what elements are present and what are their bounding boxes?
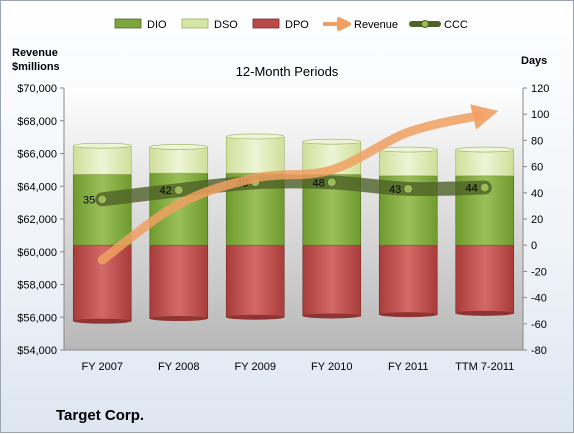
ccc-data-label: 44 xyxy=(466,183,478,195)
right-tick-label: 80 xyxy=(531,135,543,147)
left-axis-label-line1: Revenue xyxy=(12,47,58,59)
bar-dio xyxy=(72,174,132,246)
right-tick-label: -80 xyxy=(531,345,547,357)
right-tick-label: -20 xyxy=(531,266,547,278)
bar-dpo xyxy=(455,244,515,314)
left-tick-label: $70,000 xyxy=(17,83,57,95)
right-tick-label: -40 xyxy=(531,293,547,305)
legend-label-dio: DIO xyxy=(147,19,167,31)
bar-dso-top xyxy=(378,146,438,153)
bar-dpo xyxy=(225,244,285,318)
ccc-point xyxy=(97,194,108,205)
x-tick-label: FY 2007 xyxy=(82,361,123,373)
ccc-point xyxy=(173,185,184,196)
x-tick-label: FY 2008 xyxy=(158,361,199,373)
ccc-data-label: 48 xyxy=(313,177,325,189)
bar-dso xyxy=(455,149,515,177)
bar-dso-top xyxy=(455,146,515,153)
ccc-point xyxy=(479,182,490,193)
bar-dso-top xyxy=(149,144,209,150)
right-tick-label: 100 xyxy=(531,109,549,121)
left-tick-label: $54,000 xyxy=(17,345,57,357)
bar-dso xyxy=(225,136,285,174)
right-tick-label: 40 xyxy=(531,188,543,200)
bar-dpo xyxy=(149,244,209,319)
left-tick-label: $64,000 xyxy=(17,181,57,193)
bar-dpo-base xyxy=(455,310,514,316)
left-tick-label: $60,000 xyxy=(17,247,57,259)
bar-dso-top xyxy=(225,133,285,140)
legend-swatch-dpo xyxy=(252,18,280,29)
right-tick-label: 60 xyxy=(531,162,543,174)
bar-dso-top xyxy=(302,138,362,145)
ccc-data-label: 43 xyxy=(389,184,401,196)
bar-dso xyxy=(149,146,209,174)
right-tick-label: 120 xyxy=(531,83,549,95)
legend-label-ccc: CCC xyxy=(444,19,468,31)
x-tick-label: FY 2009 xyxy=(235,361,276,373)
bar-dpo-base xyxy=(302,313,361,319)
left-tick-label: $68,000 xyxy=(17,116,57,128)
left-tick-label: $62,000 xyxy=(17,214,57,226)
legend-swatch-dio xyxy=(114,18,142,29)
ccc-data-label: 42 xyxy=(160,185,172,197)
bar-dpo xyxy=(378,244,438,315)
right-tick-label: -60 xyxy=(531,319,547,331)
bar-dso xyxy=(378,149,438,177)
ccc-point xyxy=(403,183,414,194)
right-tick-label: 0 xyxy=(531,240,537,252)
right-tick-label: 20 xyxy=(531,214,543,226)
bar-dso xyxy=(72,145,132,175)
right-axis-label: Days xyxy=(521,55,547,67)
left-tick-label: $56,000 xyxy=(17,312,57,324)
left-tick-label: $58,000 xyxy=(17,280,57,292)
x-tick-label: TTM 7-2011 xyxy=(455,361,514,373)
left-axis-label-line2: $millions xyxy=(12,61,60,73)
bar-dpo-base xyxy=(379,312,438,318)
bar-dpo-base xyxy=(149,316,208,322)
revenue-line xyxy=(97,111,484,265)
legend-marker-ccc xyxy=(421,20,429,28)
legend-arrow-revenue xyxy=(323,17,351,31)
legend-label-revenue: Revenue xyxy=(354,19,398,31)
left-tick-label: $66,000 xyxy=(17,149,57,161)
legend-label-dpo: DPO xyxy=(285,19,309,31)
bar-dpo xyxy=(302,244,362,317)
x-tick-label: FY 2010 xyxy=(311,361,352,373)
company-name: Target Corp. xyxy=(56,407,144,424)
revenue-arrowhead xyxy=(470,104,499,130)
legend: DIO DSO DPO Revenue CCC xyxy=(114,17,468,31)
x-tick-label: FY 2011 xyxy=(388,361,429,373)
bar-dso-top xyxy=(72,142,132,149)
legend-label-dso: DSO xyxy=(214,19,238,31)
bar-dpo-base xyxy=(226,314,285,320)
bar-dpo-base xyxy=(73,318,132,324)
legend-swatch-dso xyxy=(181,18,209,29)
plot-area xyxy=(64,88,523,350)
ccc-line xyxy=(95,174,492,207)
chart-title: 12-Month Periods xyxy=(236,64,339,79)
ccc-data-label: 35 xyxy=(83,194,95,206)
ccc-point xyxy=(326,177,337,188)
